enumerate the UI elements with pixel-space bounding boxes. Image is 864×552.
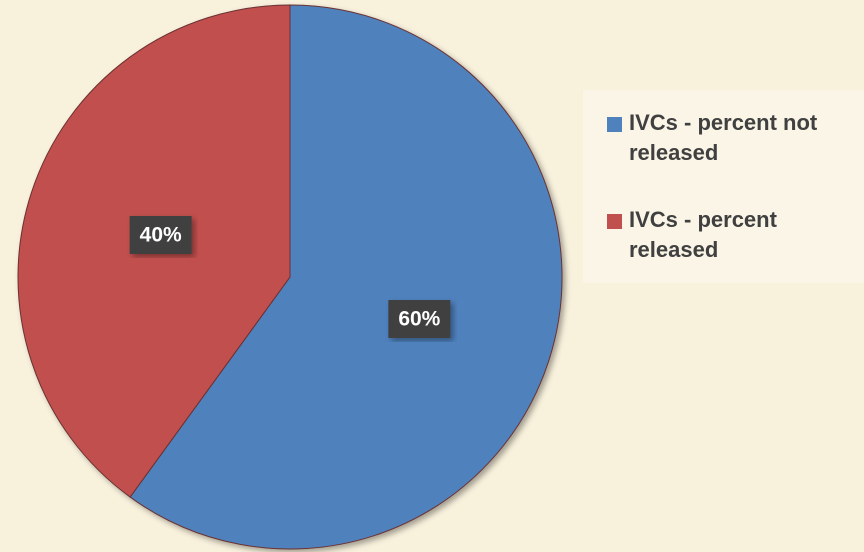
legend-label: IVCs - percent released (629, 207, 777, 262)
data-label: 60% (398, 308, 440, 331)
labels: 60% 40% (129, 215, 451, 339)
legend: IVCs - percent not released IVCs - percen… (583, 90, 864, 283)
legend-label: IVCs - percent not released (629, 110, 818, 165)
legend-swatch (607, 117, 622, 132)
data-label-box (129, 215, 192, 254)
data-label: 40% (140, 224, 182, 247)
pie (17, 4, 563, 550)
legend-item: IVCs - percent not released (607, 108, 854, 168)
data-label-box (388, 300, 451, 339)
legend-swatch (607, 214, 622, 229)
legend-item: IVCs - percent released (607, 205, 854, 265)
pie-slice (129, 4, 563, 550)
